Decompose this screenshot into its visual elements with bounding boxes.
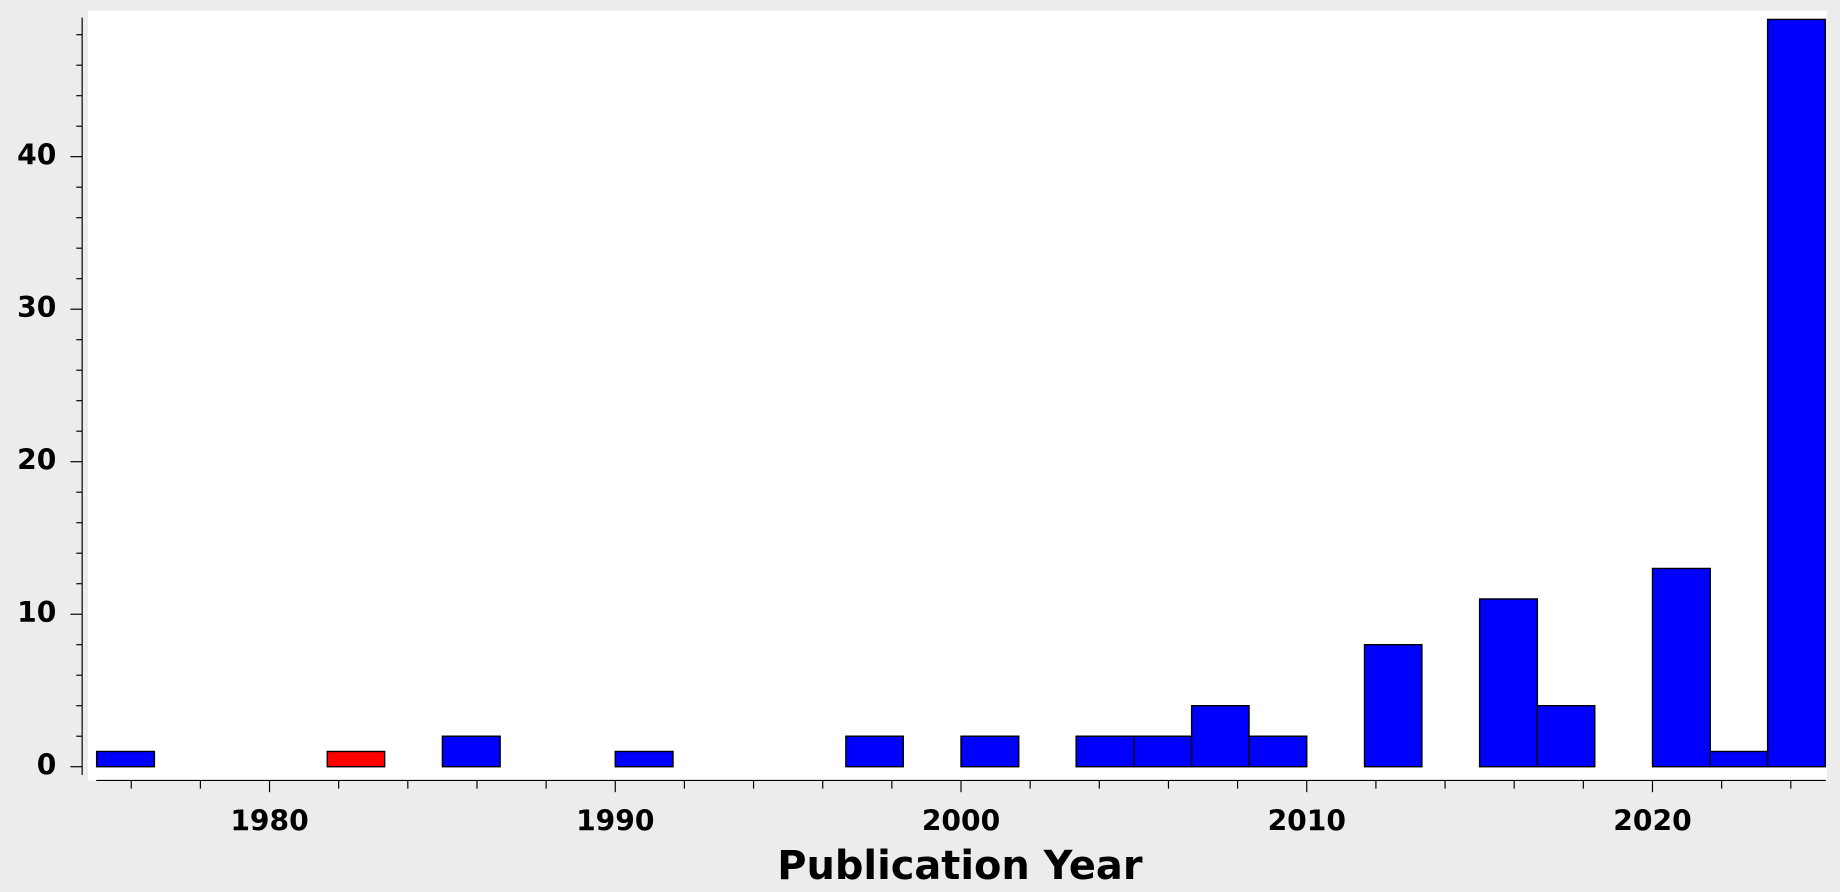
bar [1248,735,1308,768]
bar [1133,735,1193,768]
x-tick-label: 2000 [922,805,1000,838]
x-tick-label: 2020 [1613,805,1691,838]
plot-area [88,10,1828,781]
x-tick-label: 1980 [230,805,308,838]
x-tick-label: 2010 [1268,805,1346,838]
bar [441,735,501,768]
bar [1190,705,1250,768]
x-tick-label: 1990 [576,805,654,838]
y-tick-label: 0 [37,749,57,782]
bar [1651,567,1711,768]
y-tick-label: 20 [17,444,56,477]
y-tick-label: 40 [17,139,56,172]
y-tick-label: 10 [17,596,56,629]
bar [1478,598,1539,768]
bar [1075,735,1135,768]
bar [1709,750,1769,768]
bar [95,750,156,768]
bar [1536,705,1596,768]
x-axis-title: Publication Year [777,843,1143,889]
y-tick-label: 30 [17,291,56,324]
bar [1766,18,1827,768]
bar [845,735,904,768]
bar [614,750,674,768]
bar [326,750,386,768]
bar [1363,644,1423,768]
bar [960,735,1020,768]
